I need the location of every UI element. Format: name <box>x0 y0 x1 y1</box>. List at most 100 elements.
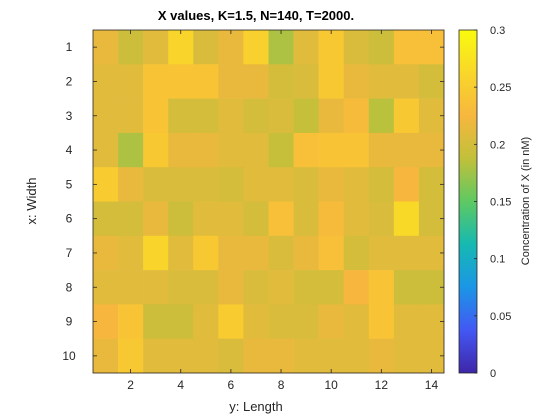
x-tick-label: 10 <box>324 378 338 392</box>
heatmap-cell <box>368 167 395 202</box>
heatmap-cell <box>168 132 194 168</box>
heatmap-cell <box>218 270 244 305</box>
heatmap-cell <box>293 338 319 374</box>
x-tick-label: 6 <box>228 378 235 392</box>
heatmap-cell <box>318 167 345 202</box>
colorbar-tick-label: 0.05 <box>490 311 511 323</box>
heatmap-cell <box>318 98 345 134</box>
heatmap-cell <box>343 235 370 271</box>
heatmap-cell <box>93 201 119 237</box>
plot-frame <box>92 29 445 374</box>
heatmap-cell <box>343 167 370 202</box>
heatmap-cell <box>143 98 169 134</box>
colorbar-tick-label: 0.3 <box>490 25 505 37</box>
heatmap-cell <box>268 30 294 65</box>
heatmap-cell <box>318 304 345 339</box>
heatmap-cell <box>393 235 420 271</box>
heatmap-cell <box>143 30 169 65</box>
heatmap-cell <box>168 201 194 237</box>
colorbar-tick-label: 0 <box>490 368 496 380</box>
heatmap-cell <box>343 201 370 237</box>
colorbar <box>459 30 477 373</box>
heatmap-cell <box>343 30 370 65</box>
heatmap-cell <box>193 201 219 237</box>
heatmap-cell <box>143 304 169 339</box>
heatmap-cell <box>293 235 319 271</box>
heatmap-cell <box>118 304 144 339</box>
y-tick-label: 5 <box>66 177 73 191</box>
heatmap-cell <box>93 64 119 99</box>
heatmap-cell <box>343 64 370 99</box>
heatmap-cell <box>318 235 345 271</box>
heatmap-cell <box>268 167 294 202</box>
heatmap-cell <box>143 201 169 237</box>
heatmap-cell <box>293 132 319 168</box>
heatmap-cell <box>168 235 194 271</box>
heatmap-cell <box>193 64 219 99</box>
heatmap-cell <box>368 304 395 339</box>
heatmap-cell <box>368 132 395 168</box>
colorbar-label: Concentration of X (in nM) <box>520 137 532 265</box>
heatmap-cell <box>93 304 119 339</box>
heatmap-cell <box>93 270 119 305</box>
heatmap-cell <box>193 270 219 305</box>
heatmap-cell <box>118 167 144 202</box>
heatmap-cell <box>243 270 269 305</box>
heatmap-cell <box>343 304 370 339</box>
heatmap-cell <box>118 30 144 65</box>
heatmap-cell <box>118 201 144 237</box>
heatmap-cells <box>93 30 445 374</box>
chart-title: X values, K=1.5, N=140, T=2000. <box>158 8 354 23</box>
heatmap-cell <box>343 338 370 374</box>
heatmap-cell <box>268 64 294 99</box>
x-axis-label: y: Length <box>229 399 283 414</box>
heatmap-cell <box>293 270 319 305</box>
heatmap-cell <box>368 64 395 99</box>
heatmap-cell <box>268 201 294 237</box>
colorbar-tick-label: 0.15 <box>490 197 511 209</box>
y-tick-label: 2 <box>66 74 73 88</box>
heatmap-cell <box>368 98 395 134</box>
heatmap-cell <box>193 235 219 271</box>
heatmap-cell <box>293 201 319 237</box>
heatmap-cell <box>168 167 194 202</box>
heatmap-cell <box>343 98 370 134</box>
heatmap-cell <box>218 64 244 99</box>
colorbar-ticks: 0 0.05 0.1 0.15 0.2 0.25 0.3 <box>474 25 511 380</box>
heatmap-cell <box>93 167 119 202</box>
heatmap-cell <box>293 64 319 99</box>
x-tick-label: 8 <box>278 378 285 392</box>
colorbar-tick-label: 0.1 <box>490 254 505 266</box>
heatmap-cell <box>393 167 420 202</box>
heatmap-cell <box>193 30 219 65</box>
heatmap-cell <box>218 167 244 202</box>
heatmap-cell <box>168 304 194 339</box>
heatmap-cell <box>143 338 169 374</box>
heatmap-cell <box>193 338 219 374</box>
heatmap-cell <box>143 64 169 99</box>
y-tick-label: 9 <box>66 315 73 329</box>
heatmap-cell <box>168 270 194 305</box>
heatmap-cell <box>168 98 194 134</box>
heatmap-cell <box>318 338 345 374</box>
heatmap-cell <box>368 338 395 374</box>
y-axis-ticks: 1 2 3 4 5 6 7 8 9 10 <box>62 40 444 363</box>
heatmap-cell <box>318 270 345 305</box>
y-tick-label: 4 <box>66 143 73 157</box>
heatmap-cell <box>93 338 119 374</box>
heatmap-cell <box>193 167 219 202</box>
heatmap-cell <box>243 235 269 271</box>
heatmap-cell <box>168 338 194 374</box>
heatmap-cell <box>393 270 420 305</box>
heatmap-cell <box>118 64 144 99</box>
heatmap-cell <box>118 338 144 374</box>
heatmap-cell <box>118 98 144 134</box>
heatmap-cell <box>343 132 370 168</box>
heatmap-cell <box>218 338 244 374</box>
heatmap-cell <box>293 167 319 202</box>
heatmap-cell <box>243 64 269 99</box>
heatmap-cell <box>218 304 244 339</box>
x-tick-label: 2 <box>127 378 134 392</box>
heatmap-cell <box>118 235 144 271</box>
y-tick-label: 3 <box>66 109 73 123</box>
